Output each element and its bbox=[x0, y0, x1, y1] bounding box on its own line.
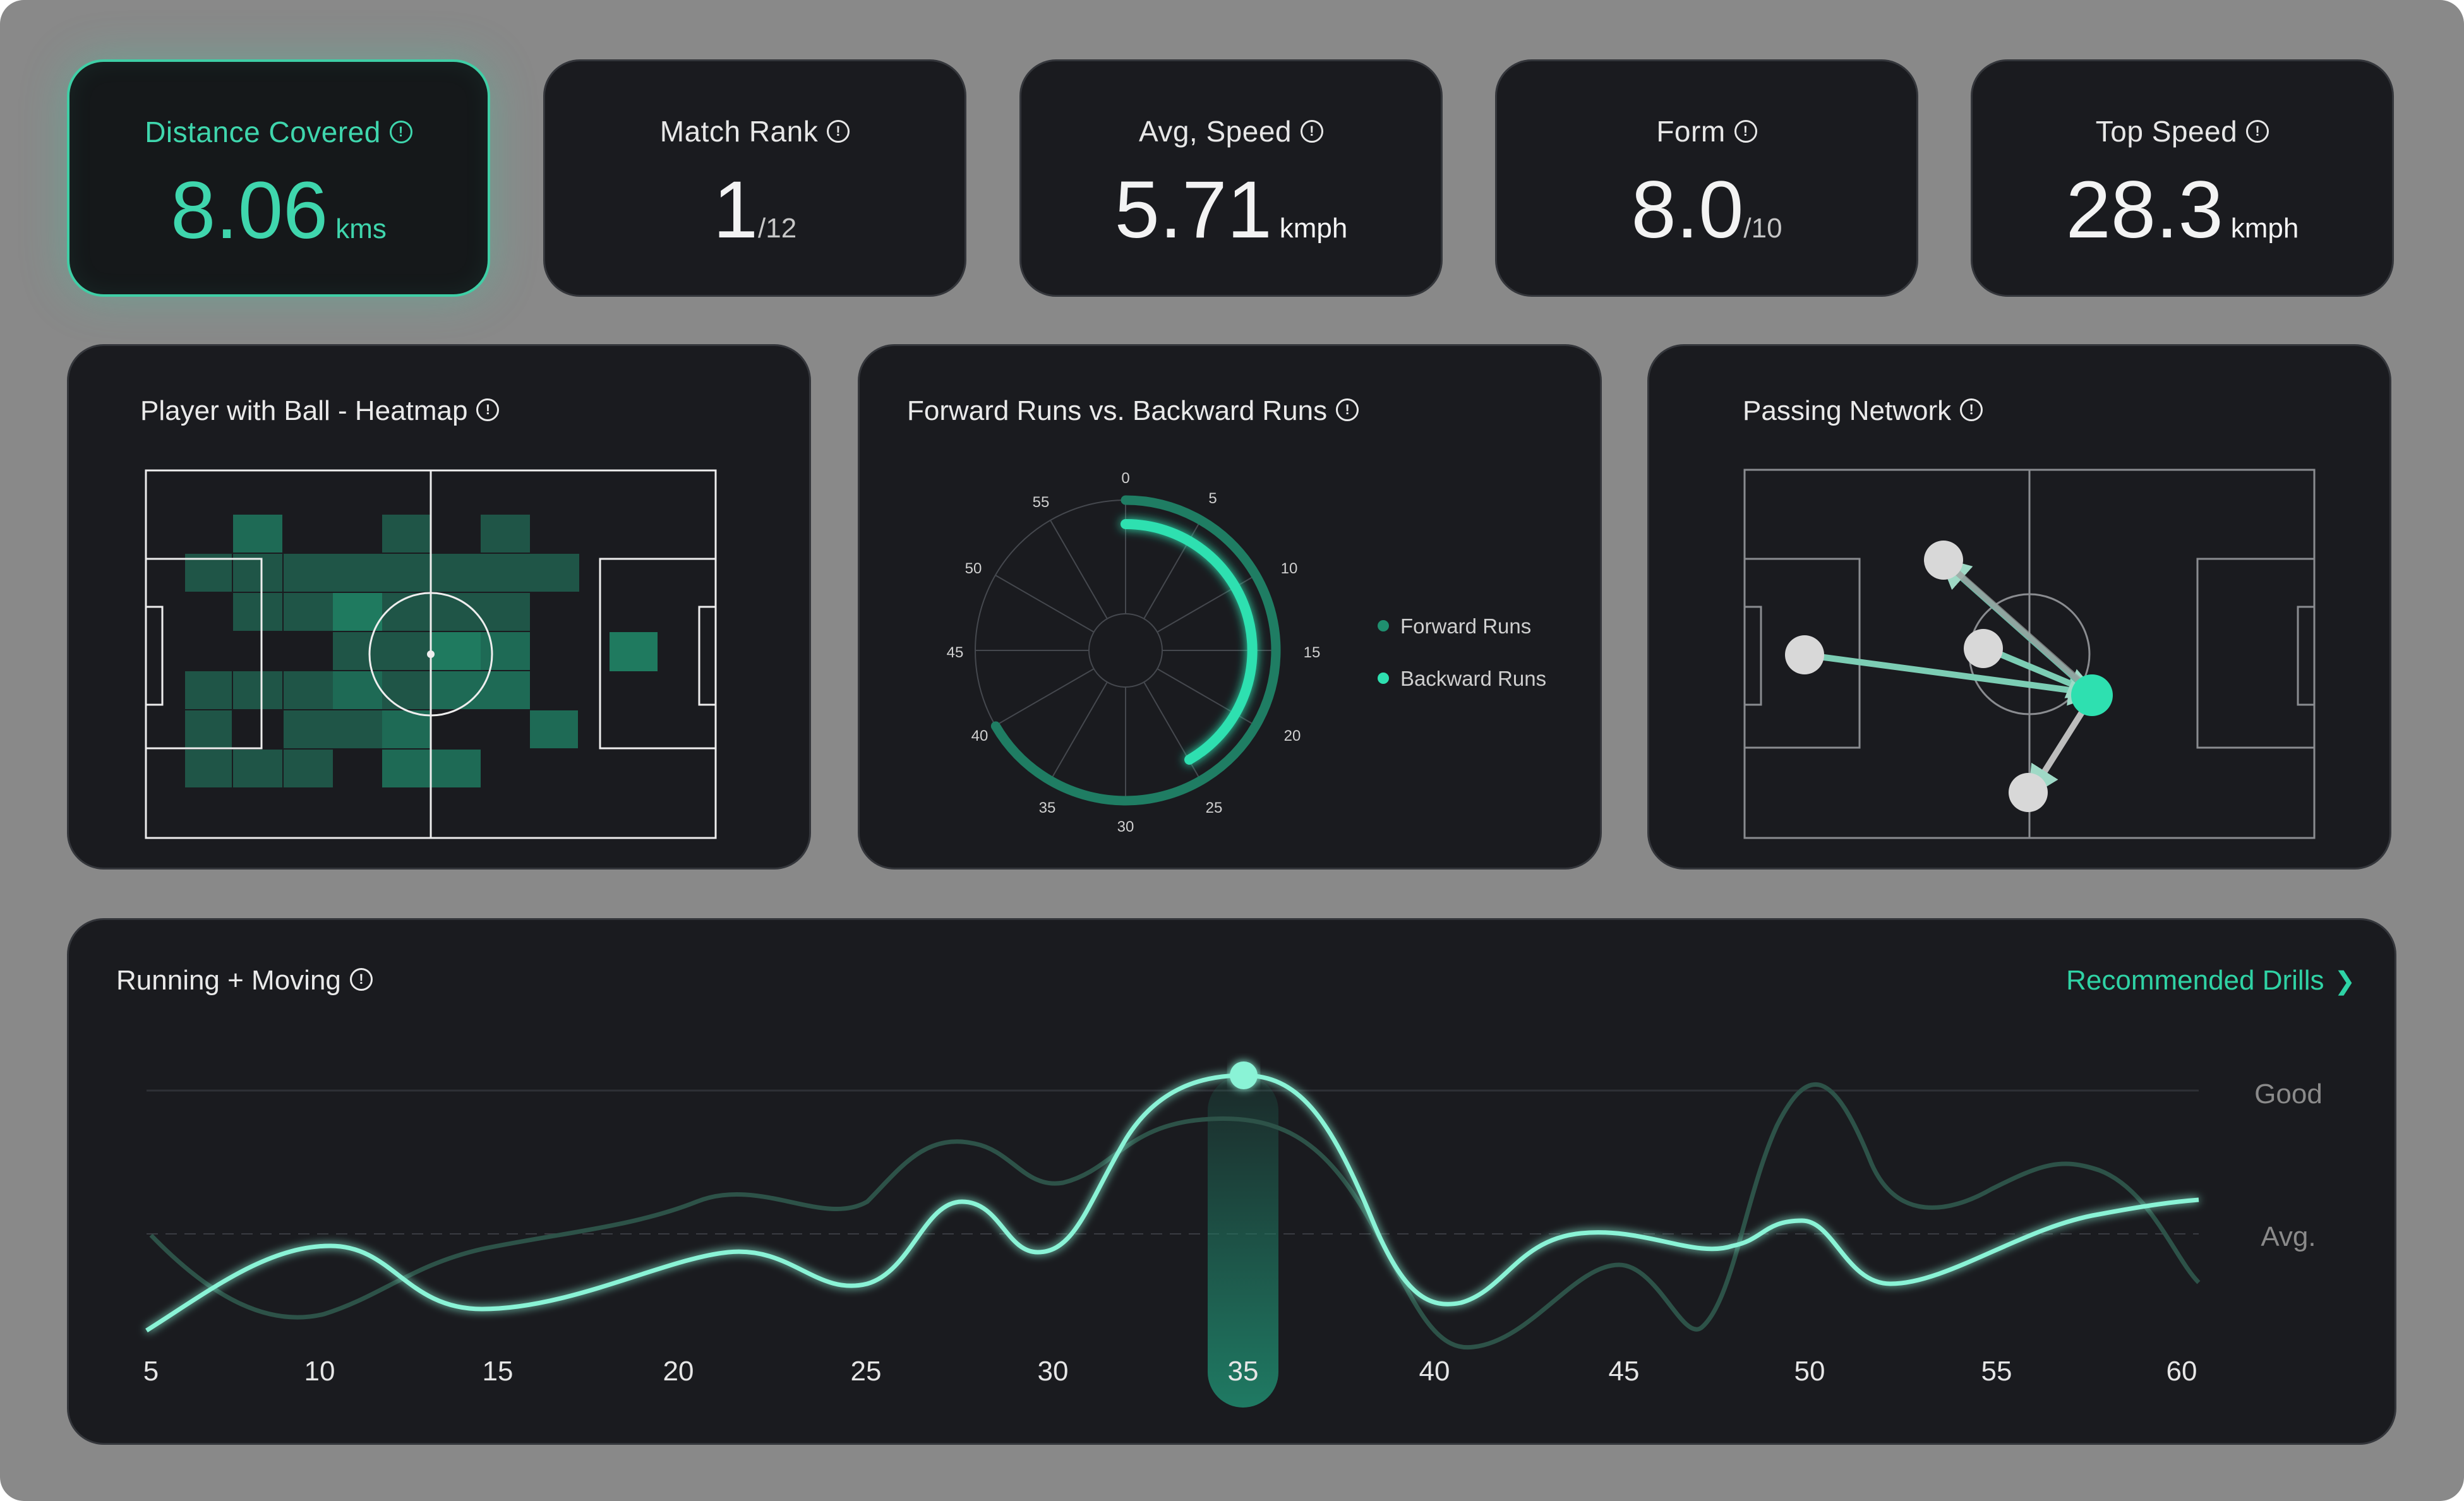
running-panel: Running + Moving! Recommended Drills ❯ Go… bbox=[67, 918, 2396, 1445]
player-node-selected[interactable] bbox=[2071, 674, 2113, 716]
recommended-drills-link[interactable]: Recommended Drills ❯ bbox=[2066, 965, 2355, 996]
svg-text:30: 30 bbox=[1038, 1356, 1069, 1387]
panel-title: Forward Runs vs. Backward Runs! bbox=[907, 395, 1359, 427]
svg-text:45: 45 bbox=[947, 644, 964, 661]
svg-text:55: 55 bbox=[1033, 494, 1050, 511]
svg-text:40: 40 bbox=[971, 727, 989, 745]
pass-links bbox=[1802, 557, 2100, 798]
passing-panel: Passing Network! bbox=[1647, 344, 2391, 870]
stat-label: Form! bbox=[1497, 114, 1916, 148]
forward-runs-arc bbox=[990, 495, 1281, 806]
stat-value: 8.06 kms bbox=[171, 165, 387, 256]
stat-label: Top Speed! bbox=[1973, 114, 2392, 148]
svg-text:50: 50 bbox=[1794, 1356, 1825, 1387]
highlight-bar[interactable] bbox=[1208, 1075, 1278, 1408]
runs-radial-chart: 0 5 10 15 20 25 30 35 40 45 50 55 Forwar… bbox=[947, 470, 1546, 835]
stat-card-top-speed[interactable]: Top Speed! 28.3 kmph bbox=[1971, 59, 2394, 297]
svg-text:50: 50 bbox=[965, 560, 982, 577]
stat-label: Avg, Speed! bbox=[1021, 114, 1441, 148]
svg-text:10: 10 bbox=[304, 1356, 335, 1387]
stat-value: 1/12 bbox=[712, 165, 797, 255]
panel-title: Player with Ball - Heatmap! bbox=[140, 395, 500, 427]
svg-text:55: 55 bbox=[1981, 1356, 2012, 1387]
stat-card-form[interactable]: Form! 8.0/10 bbox=[1495, 59, 1918, 297]
player-node[interactable] bbox=[1964, 629, 2003, 668]
heatmap-panel: Player with Ball - Heatmap! bbox=[67, 344, 811, 870]
svg-text:60: 60 bbox=[2167, 1356, 2197, 1387]
chevron-right-icon: ❯ bbox=[2334, 967, 2355, 995]
svg-text:25: 25 bbox=[1206, 799, 1223, 816]
heatmap-pitch bbox=[145, 469, 717, 839]
info-icon[interactable]: ! bbox=[1336, 398, 1359, 422]
svg-text:40: 40 bbox=[1419, 1356, 1450, 1387]
player-line bbox=[145, 1073, 2199, 1332]
stat-card-distance[interactable]: Distance Covered! 8.06 kms bbox=[67, 59, 490, 297]
svg-text:5: 5 bbox=[143, 1356, 159, 1387]
svg-text:20: 20 bbox=[1284, 727, 1301, 745]
svg-text:20: 20 bbox=[663, 1356, 694, 1387]
svg-text:5: 5 bbox=[1208, 490, 1217, 507]
info-icon[interactable]: ! bbox=[476, 398, 500, 422]
stat-label: Match Rank! bbox=[545, 114, 965, 148]
legend-dot-forward bbox=[1378, 620, 1389, 631]
svg-text:35: 35 bbox=[1228, 1356, 1259, 1387]
info-icon[interactable]: ! bbox=[1734, 119, 1757, 143]
legend-dot-backward bbox=[1378, 673, 1389, 684]
player-node[interactable] bbox=[1785, 635, 1824, 674]
runs-panel: Forward Runs vs. Backward Runs! bbox=[858, 344, 1602, 870]
x-axis-labels: 5 10 15 20 25 30 35 40 45 50 55 60 bbox=[143, 1356, 2197, 1387]
svg-text:45: 45 bbox=[1609, 1356, 1640, 1387]
stat-label: Distance Covered! bbox=[69, 115, 488, 149]
info-icon[interactable]: ! bbox=[349, 968, 373, 991]
stat-card-avg-speed[interactable]: Avg, Speed! 5.71 kmph bbox=[1019, 59, 1443, 297]
svg-text:15: 15 bbox=[483, 1356, 514, 1387]
stat-value: 5.71 kmph bbox=[1114, 165, 1348, 255]
info-icon[interactable]: ! bbox=[1960, 398, 1983, 422]
legend-backward-runs: Backward Runs bbox=[1400, 667, 1546, 690]
running-line-chart: Good Avg. 5 10 15 20 25 30 35 40 45 50 bbox=[143, 1061, 2323, 1408]
peak-point[interactable] bbox=[1230, 1061, 1258, 1089]
stat-value: 8.0/10 bbox=[1631, 165, 1782, 255]
panel-title: Running + Moving! bbox=[116, 965, 373, 996]
stat-card-match-rank[interactable]: Match Rank! 1/12 bbox=[543, 59, 966, 297]
svg-text:15: 15 bbox=[1304, 644, 1321, 661]
avg-label: Avg. bbox=[2261, 1221, 2316, 1252]
svg-text:30: 30 bbox=[1117, 818, 1134, 835]
panel-title: Passing Network! bbox=[1743, 395, 1983, 427]
info-icon[interactable]: ! bbox=[827, 119, 850, 143]
info-icon[interactable]: ! bbox=[389, 120, 412, 143]
backward-runs-arc bbox=[1121, 518, 1258, 765]
passing-network bbox=[1743, 469, 2316, 839]
comparison-line bbox=[149, 1082, 2201, 1350]
player-node[interactable] bbox=[2009, 773, 2048, 812]
player-node[interactable] bbox=[1924, 541, 1963, 580]
svg-text:25: 25 bbox=[851, 1356, 882, 1387]
info-icon[interactable]: ! bbox=[2246, 119, 2269, 143]
legend-forward-runs: Forward Runs bbox=[1400, 614, 1531, 638]
svg-text:0: 0 bbox=[1121, 470, 1129, 487]
heatmap-cells bbox=[185, 515, 658, 787]
info-icon[interactable]: ! bbox=[1301, 119, 1323, 143]
radial-tick-labels: 0 5 10 15 20 25 30 35 40 45 50 55 bbox=[947, 470, 1321, 835]
svg-text:10: 10 bbox=[1281, 560, 1298, 577]
svg-text:35: 35 bbox=[1039, 799, 1056, 816]
good-label: Good bbox=[2254, 1079, 2323, 1109]
stat-value: 28.3 kmph bbox=[2065, 165, 2299, 255]
